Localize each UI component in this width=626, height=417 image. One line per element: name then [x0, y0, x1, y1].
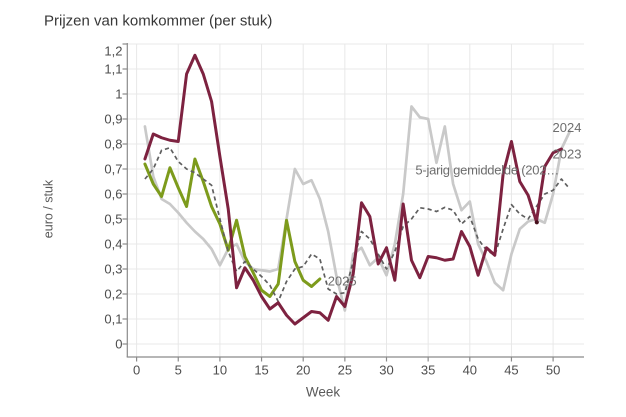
- svg-text:45: 45: [504, 363, 518, 378]
- svg-text:10: 10: [213, 363, 227, 378]
- svg-text:1,1: 1,1: [104, 62, 122, 77]
- svg-text:0,5: 0,5: [104, 212, 122, 227]
- svg-text:25: 25: [338, 363, 352, 378]
- svg-text:0,1: 0,1: [104, 312, 122, 327]
- svg-text:1: 1: [115, 87, 122, 102]
- svg-text:50: 50: [546, 363, 560, 378]
- svg-text:0: 0: [115, 337, 122, 352]
- svg-text:0: 0: [133, 363, 140, 378]
- svg-text:Week: Week: [306, 385, 341, 400]
- svg-text:2025: 2025: [328, 273, 357, 288]
- svg-text:1,2: 1,2: [104, 44, 122, 59]
- svg-text:0,2: 0,2: [104, 287, 122, 302]
- svg-text:2024: 2024: [553, 120, 582, 135]
- svg-text:20: 20: [296, 363, 310, 378]
- svg-text:5: 5: [175, 363, 182, 378]
- svg-text:Prijzen van komkommer (per stu: Prijzen van komkommer (per stuk): [44, 13, 272, 30]
- svg-text:5-jarig gemiddelde (202…: 5-jarig gemiddelde (202…: [415, 163, 559, 178]
- svg-text:0,9: 0,9: [104, 112, 122, 127]
- svg-text:2023: 2023: [553, 147, 582, 162]
- svg-text:0,6: 0,6: [104, 187, 122, 202]
- svg-text:0,7: 0,7: [104, 162, 122, 177]
- svg-text:35: 35: [421, 363, 435, 378]
- svg-text:0,4: 0,4: [104, 237, 122, 252]
- svg-text:0,8: 0,8: [104, 137, 122, 152]
- svg-text:40: 40: [463, 363, 477, 378]
- svg-text:30: 30: [379, 363, 393, 378]
- svg-text:0,3: 0,3: [104, 262, 122, 277]
- svg-text:euro / stuk: euro / stuk: [42, 179, 56, 238]
- svg-text:15: 15: [254, 363, 268, 378]
